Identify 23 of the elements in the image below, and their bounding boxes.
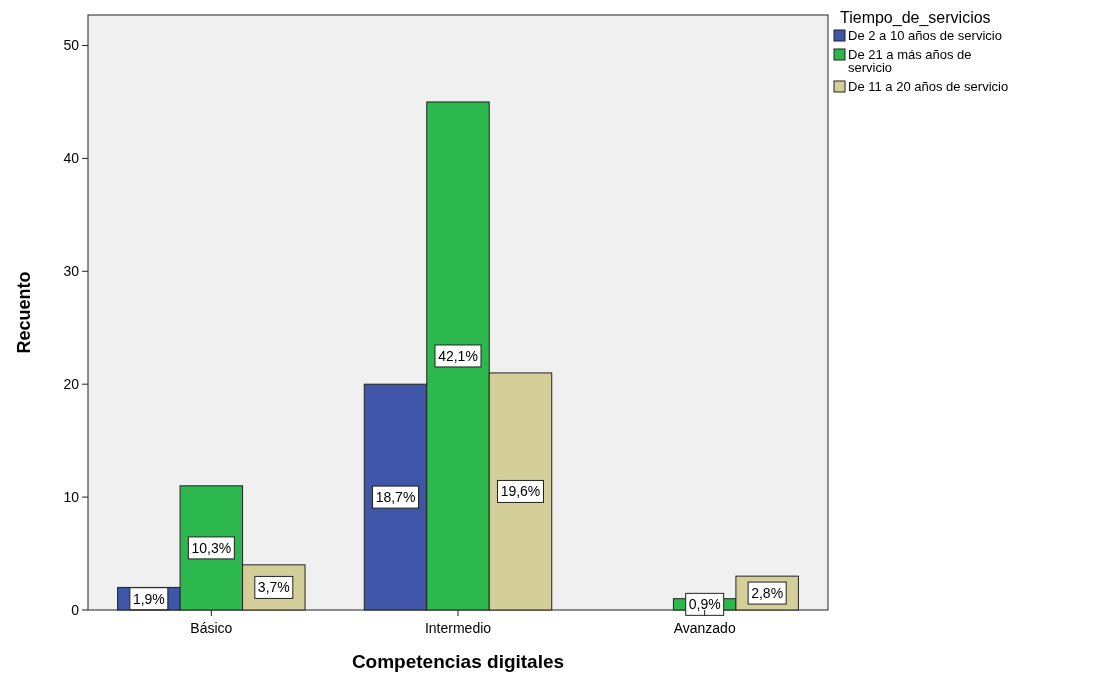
legend-label: De 2 a 10 años de servicio [848, 28, 1002, 43]
legend-label: De 21 a más años de servicio [848, 47, 972, 75]
annotation: 3,7% [257, 579, 290, 596]
legend-title: Tiempo_de_servicios [840, 9, 991, 27]
x-tick-label: Básico [190, 620, 233, 636]
y-tick-label: 10 [63, 489, 80, 506]
y-tick-label: 40 [63, 150, 80, 167]
annotation: 0,9% [688, 596, 721, 613]
annotation: 1,9% [132, 590, 165, 607]
y-tick-label: 50 [63, 37, 80, 54]
x-axis-title: Competencias digitales [351, 651, 565, 672]
y-tick-label: 20 [63, 376, 80, 393]
x-tick-label: Avanzado [673, 620, 736, 636]
annotation: 19,6% [500, 483, 541, 500]
annotation: 18,7% [375, 489, 416, 506]
y-tick-label: 30 [63, 263, 80, 280]
y-axis-title: Recuento [14, 271, 34, 354]
annotation: 42,1% [438, 347, 478, 364]
x-tick-label: Intermedio [424, 620, 492, 636]
annotation: 10,3% [191, 539, 232, 556]
legend-label: De 11 a 20 años de servicio [848, 79, 1009, 94]
annotation: 2,8% [751, 585, 784, 602]
y-tick-label: 0 [71, 602, 80, 618]
